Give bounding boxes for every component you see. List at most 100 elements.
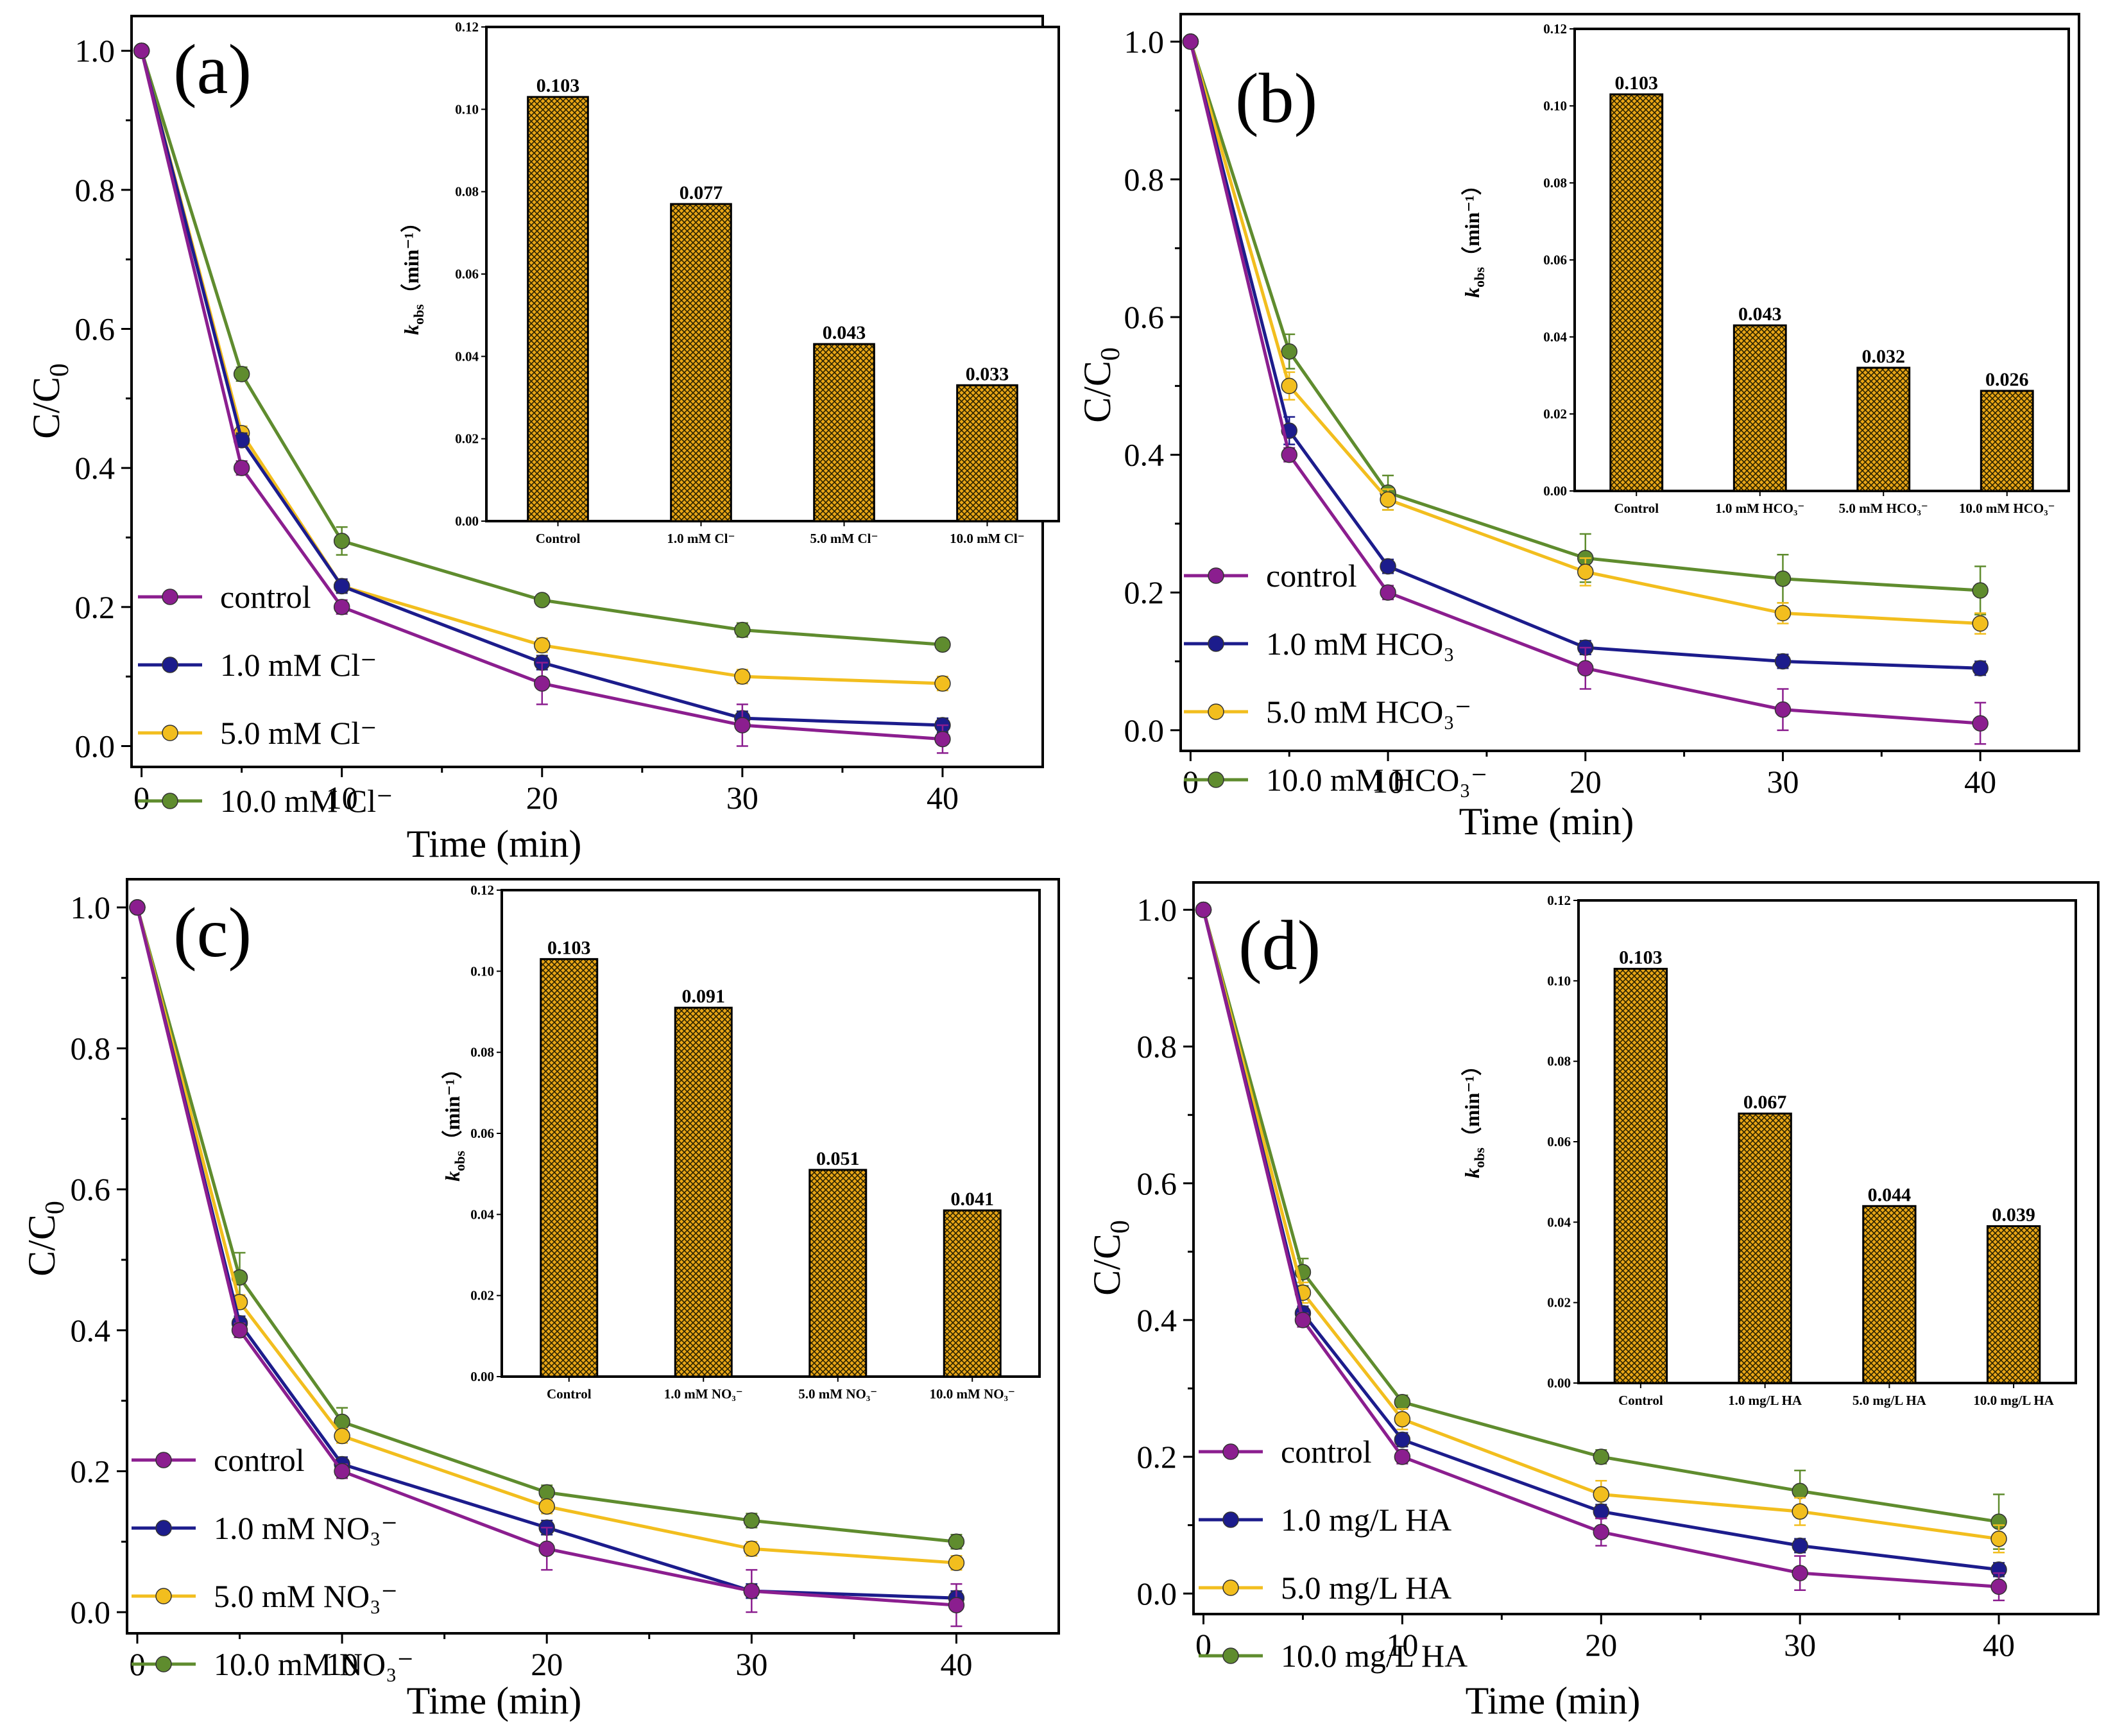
inset-y-tick-label: 0.08 <box>455 184 479 200</box>
inset-category-label: 1.0 mM HCO₃⁻ <box>1715 501 1804 516</box>
inset-y-axis-title: kobs（min⁻¹） <box>441 1058 468 1182</box>
legend-line-marker-icon <box>155 1452 172 1468</box>
inset-y-tick-label: 0.02 <box>1543 406 1567 422</box>
data-point <box>334 1427 350 1445</box>
legend-line-marker-icon <box>162 725 178 741</box>
y-tick-label: 0.2 <box>75 589 116 625</box>
inset-bar-value-label: 0.067 <box>1743 1092 1787 1113</box>
data-point <box>1972 582 1989 599</box>
inset-category-label: Control <box>547 1386 592 1402</box>
inset-bar-value-label: 0.103 <box>1619 947 1663 968</box>
x-axis-title: Time (min) <box>1459 800 1634 843</box>
inset-y-title-sub: obs <box>452 1151 468 1171</box>
x-axis-title: Time (min) <box>1466 1680 1641 1722</box>
plot-frame <box>126 878 1060 1635</box>
data-point <box>333 578 350 595</box>
inset-y-tick-label: 0.04 <box>1547 1214 1571 1230</box>
inset-y-tick-label: 0.04 <box>470 1207 494 1222</box>
inset-y-axis-title: kobs（min⁻¹） <box>1460 1055 1487 1178</box>
y-tick-label: 0.8 <box>1137 1029 1177 1065</box>
legend-line-marker-icon <box>1222 1511 1239 1528</box>
data-point <box>1380 491 1396 508</box>
data-point <box>538 1498 555 1515</box>
inset-bar-value-label: 0.039 <box>1992 1205 2035 1226</box>
inset-y-tick-label: 0.08 <box>1547 1054 1571 1069</box>
data-point <box>1394 1393 1411 1411</box>
inset-y-tick-label: 0.10 <box>470 963 494 979</box>
legend-label: control <box>1266 558 1357 594</box>
inset-bar-value-label: 0.041 <box>951 1189 995 1210</box>
y-tick-label: 0.8 <box>71 1031 111 1067</box>
legend-line-marker-icon <box>1208 567 1224 584</box>
inset-bar <box>527 96 589 522</box>
inset-category-label: 1.0 mg/L HA <box>1728 1393 1802 1408</box>
x-tick-label: 10 <box>326 1646 358 1682</box>
series-line-3 <box>140 50 943 646</box>
inset-category-label: Control <box>536 531 581 546</box>
data-point <box>534 592 551 608</box>
data-point <box>1281 343 1297 360</box>
inset-bar-value-label: 0.043 <box>823 322 866 343</box>
y-axis-title-sub: 0 <box>1106 1220 1135 1233</box>
data-point <box>534 675 551 692</box>
y-axis-title-main: C/C <box>21 1214 63 1276</box>
legend: control 1.0 mg/L HA 5.0 mg/L HA 10.0 mg/L H… <box>1199 1434 1467 1674</box>
inset-bar-value-label: 0.044 <box>1868 1184 1912 1205</box>
inset-y-tick-label: 0.12 <box>470 882 494 898</box>
data-point <box>948 1533 965 1550</box>
inset-bar <box>813 343 875 522</box>
inset-bar-value-label: 0.026 <box>1985 369 2029 390</box>
inset-y-axis-title: kobs（min⁻¹） <box>1460 175 1487 298</box>
main-plot-area: 0 10 20 30 400.00.20.40.60.81.0 <box>71 878 1060 1682</box>
inset-y-title-main: k <box>1460 288 1484 298</box>
inset-y-tick-label: 0.12 <box>1547 893 1571 908</box>
data-point <box>1577 660 1594 677</box>
data-point <box>334 1463 350 1480</box>
data-point <box>1294 1312 1312 1328</box>
data-point <box>1394 1411 1411 1428</box>
y-tick-label: 1.0 <box>1124 24 1165 60</box>
legend-label: 5.0 mg/L HA <box>1281 1570 1451 1606</box>
y-axis-title-sub: 0 <box>45 363 74 377</box>
main-plot-area: 0 10 20 30 400.00.20.40.60.81.0 <box>1137 881 2100 1663</box>
series-line-0 <box>135 907 957 1607</box>
inset-category-label: 10.0 mM HCO₃⁻ <box>1959 501 2055 516</box>
y-tick-label: 1.0 <box>75 33 116 69</box>
inset-bar-chart: kobs（min⁻¹） 0.00 0.02 0.04 0.06 0.08 0.10 0.12 0… <box>441 882 1041 1402</box>
legend-label: 1.0 mM NO₃⁻ <box>214 1510 398 1546</box>
x-tick-label: 10 <box>326 780 358 816</box>
legend-line-marker-icon <box>1208 703 1224 720</box>
series-line-3 <box>1189 41 1981 592</box>
inset-bar <box>1609 93 1664 492</box>
inset-y-tick-label: 0.02 <box>455 431 479 447</box>
data-point <box>1972 715 1989 732</box>
inset-y-tick-label: 0.10 <box>455 101 479 117</box>
legend-label: 10.0 mg/L HA <box>1281 1638 1467 1674</box>
legend-label: control <box>220 579 311 615</box>
inset-y-title-unit: （min⁻¹） <box>1460 1055 1484 1147</box>
data-point <box>734 717 751 734</box>
y-tick-label: 0.4 <box>1137 1302 1177 1338</box>
data-point <box>734 668 751 685</box>
inset-y-axis-title: kobs（min⁻¹） <box>400 212 427 335</box>
x-tick-label: 20 <box>1570 764 1602 800</box>
data-point <box>1990 1531 2007 1547</box>
inset-y-tick-label: 0.04 <box>1543 329 1567 345</box>
x-tick-label: 10 <box>1372 764 1404 800</box>
x-tick-label: 40 <box>1964 764 1996 800</box>
inset-y-tick-label: 0.02 <box>470 1288 494 1303</box>
inset-y-tick-label: 0.08 <box>1543 175 1567 191</box>
y-tick-label: 0.6 <box>75 311 116 347</box>
y-tick-label: 0.2 <box>71 1453 111 1489</box>
data-point <box>934 675 951 692</box>
data-point <box>1792 1565 1808 1581</box>
data-point <box>1593 1503 1610 1520</box>
inset-y-title-sub: obs <box>411 304 427 325</box>
plot-frame <box>1192 881 2100 1615</box>
inset-y-tick-label: 0.02 <box>1547 1295 1571 1311</box>
data-point <box>743 1512 760 1529</box>
main-plot-area: 0 10 20 30 400.00.20.40.60.81.0 <box>75 15 1044 816</box>
inset-y-title-main: k <box>1460 1168 1484 1178</box>
plot-frame <box>1179 13 2080 752</box>
y-axis-title: C/C0 <box>21 1201 70 1276</box>
